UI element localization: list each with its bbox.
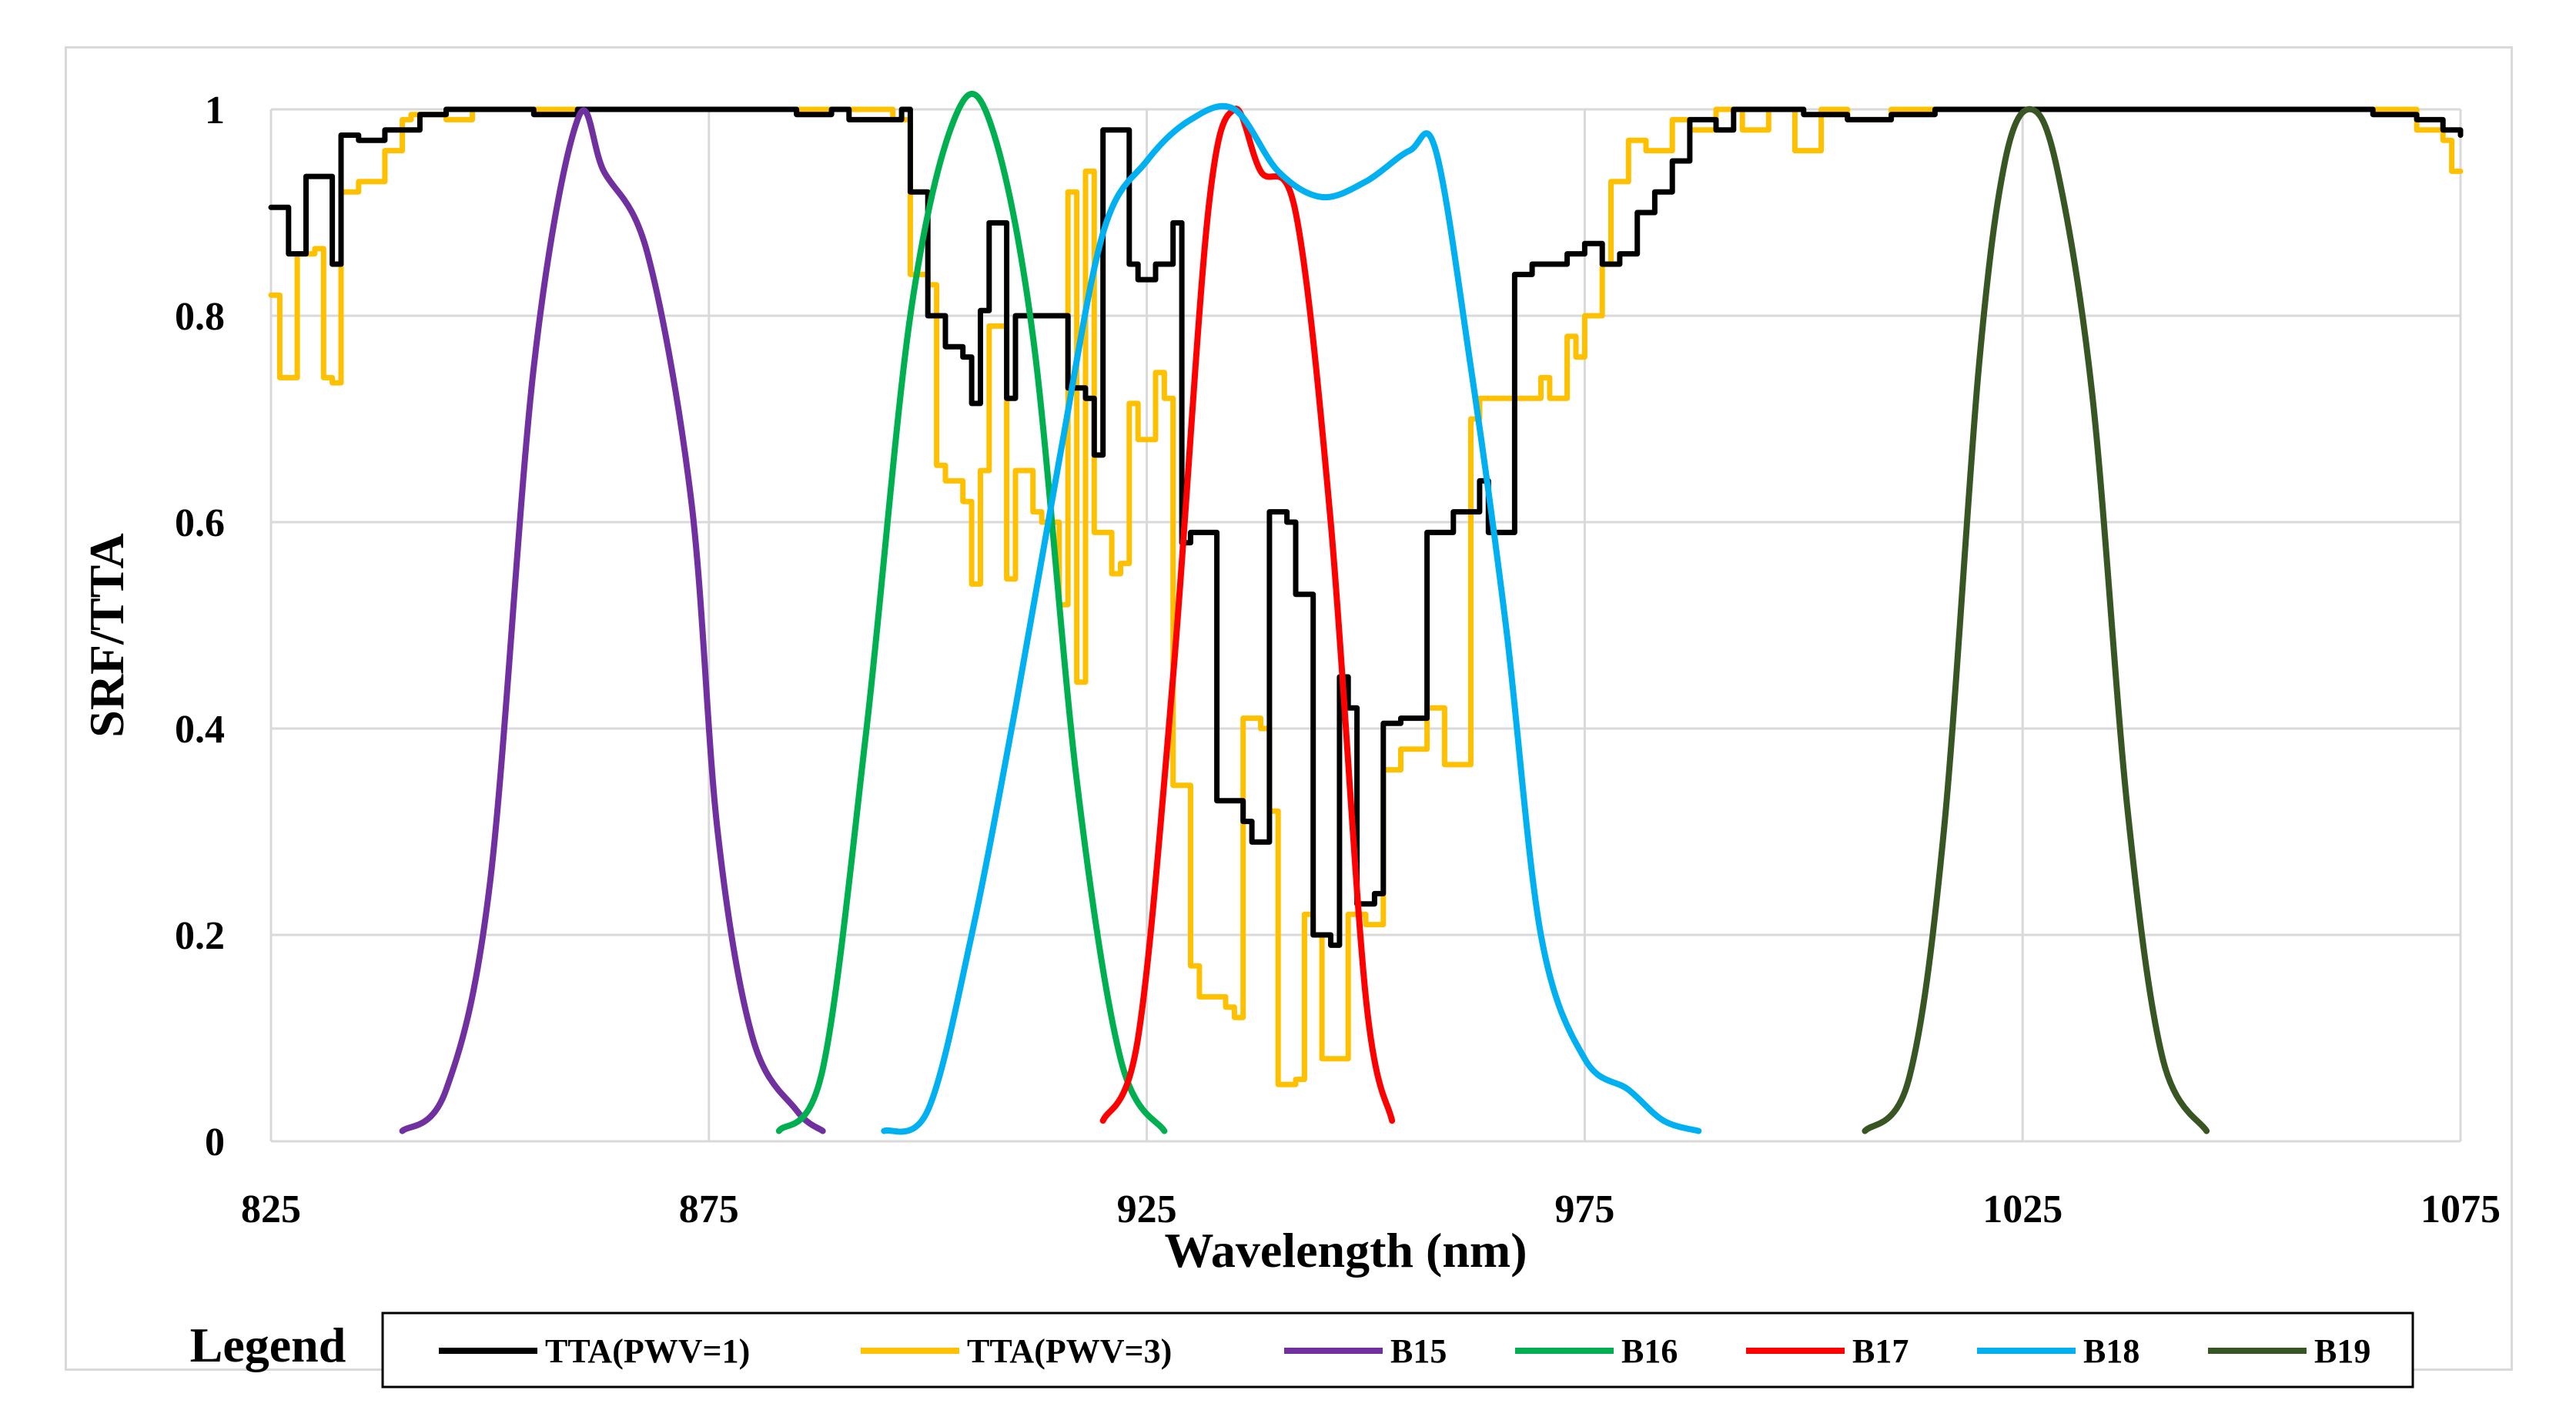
chart-frame <box>65 46 2513 1371</box>
series-line-b15 <box>399 107 826 1134</box>
legend-label-b17: B17 <box>1852 1332 1909 1370</box>
x-tick-label: 1025 <box>1982 1188 2062 1231</box>
legend-label-b16: B16 <box>1621 1332 1678 1370</box>
legend-title: Legend <box>190 1318 346 1372</box>
y-tick-labels: 0 0.2 0.4 0.6 0.8 1 <box>175 89 225 1164</box>
y-tick-label: 1 <box>205 89 225 132</box>
y-tick-label: 0.2 <box>175 914 225 958</box>
series-line-b18 <box>881 102 1702 1135</box>
series-line-b19 <box>1862 106 2210 1134</box>
y-tick-label: 0 <box>205 1121 225 1164</box>
x-tick-label: 1075 <box>2420 1188 2501 1231</box>
series-line-tta-pwv-3 <box>268 106 2464 1087</box>
x-tick-labels: 825 875 925 975 1025 1075 <box>241 1188 2501 1231</box>
legend-label-b15: B15 <box>1390 1332 1447 1370</box>
y-tick-label: 0.8 <box>175 295 225 339</box>
series-line-b17 <box>1099 106 1396 1124</box>
x-axis-title: Wavelength (nm) <box>1164 1223 1527 1278</box>
legend-label-tta-pwv-3: TTA(PWV=3) <box>967 1332 1172 1370</box>
series-line-b16 <box>775 91 1168 1134</box>
x-tick-label: 825 <box>241 1188 301 1231</box>
legend-label-b18: B18 <box>2083 1332 2139 1370</box>
x-tick-label: 925 <box>1117 1188 1177 1231</box>
legend-label-b19: B19 <box>2314 1332 2370 1370</box>
x-tick-label: 875 <box>679 1188 739 1231</box>
legend: TTA(PWV=1) TTA(PWV=3) B15 B16 B17 B18 B19 <box>439 1332 2370 1370</box>
legend-label-tta-pwv-1: TTA(PWV=1) <box>545 1332 750 1370</box>
y-tick-label: 0.4 <box>175 708 225 752</box>
x-tick-label: 975 <box>1554 1188 1614 1231</box>
series-layer <box>268 91 2464 1135</box>
y-tick-label: 0.6 <box>175 501 225 545</box>
series-line-tta-pwv-1 <box>268 106 2464 948</box>
y-axis-title: SRF/TTA <box>79 533 134 738</box>
